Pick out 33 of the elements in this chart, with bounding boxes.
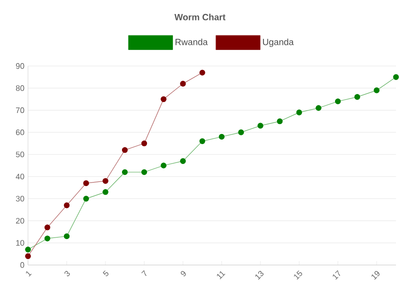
point: [25, 246, 31, 252]
point: [160, 96, 166, 102]
point: [276, 118, 283, 124]
point: [334, 98, 341, 104]
point: [258, 122, 264, 129]
point: [238, 129, 244, 136]
point: [122, 169, 128, 176]
point: [316, 105, 322, 111]
point: [64, 202, 70, 208]
point: [160, 162, 166, 168]
point: [180, 80, 186, 87]
point: [374, 87, 380, 94]
point: [83, 196, 90, 202]
point: [354, 94, 360, 100]
point: [83, 180, 90, 186]
chart-title: Worm Chart: [174, 14, 226, 20]
point: [25, 253, 31, 260]
legend-label: Uganda: [263, 38, 294, 47]
point: [44, 236, 50, 242]
legend-label: Rwanda: [176, 38, 208, 46]
point: [180, 158, 186, 164]
point: [199, 70, 206, 76]
point: [102, 189, 108, 195]
point: [64, 233, 70, 240]
point: [44, 224, 50, 230]
point: [141, 140, 148, 146]
point: [218, 134, 225, 140]
point: [296, 110, 302, 116]
point: [199, 138, 206, 144]
point: [122, 147, 128, 153]
point: [102, 178, 108, 184]
point: [393, 74, 399, 80]
point: [141, 169, 148, 176]
